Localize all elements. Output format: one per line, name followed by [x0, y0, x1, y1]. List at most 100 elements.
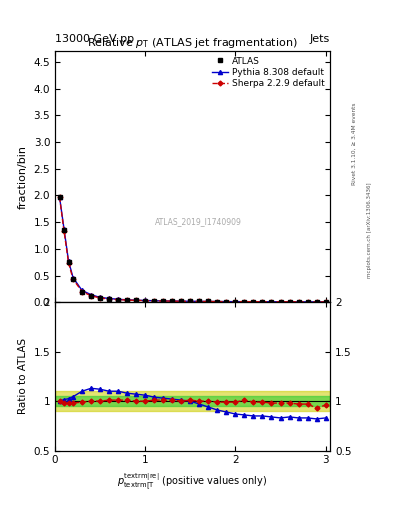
- ATLAS: [161, 298, 165, 304]
- ATLAS: [206, 298, 211, 305]
- Text: Rivet 3.1.10, ≥ 3.4M events: Rivet 3.1.10, ≥ 3.4M events: [352, 102, 357, 185]
- ATLAS: [89, 293, 94, 299]
- Sherpa 2.2.9 default: [143, 297, 148, 304]
- Line: Pythia 8.308 default: Pythia 8.308 default: [57, 195, 328, 304]
- ATLAS: [71, 275, 75, 282]
- Pythia 8.308 default: [215, 298, 220, 305]
- ATLAS: [80, 288, 84, 294]
- Pythia 8.308 default: [188, 298, 193, 304]
- Y-axis label: Ratio to ATLAS: Ratio to ATLAS: [18, 338, 28, 414]
- Pythia 8.308 default: [152, 297, 156, 304]
- Sherpa 2.2.9 default: [242, 298, 247, 305]
- Text: 13000 GeV pp: 13000 GeV pp: [55, 33, 134, 44]
- ATLAS: [215, 298, 220, 305]
- Pythia 8.308 default: [161, 298, 165, 304]
- Sherpa 2.2.9 default: [152, 298, 156, 304]
- Pythia 8.308 default: [107, 295, 112, 302]
- Sherpa 2.2.9 default: [305, 299, 310, 305]
- Pythia 8.308 default: [80, 287, 84, 293]
- ATLAS: [287, 298, 292, 305]
- Bar: [55, 396, 330, 406]
- ATLAS: [197, 298, 202, 305]
- ATLAS: [260, 298, 265, 305]
- ATLAS: [224, 298, 229, 305]
- Pythia 8.308 default: [251, 298, 256, 305]
- Pythia 8.308 default: [57, 194, 62, 200]
- Y-axis label: fraction/bin: fraction/bin: [18, 145, 28, 209]
- Sherpa 2.2.9 default: [233, 298, 238, 305]
- Pythia 8.308 default: [197, 298, 202, 305]
- Legend: ATLAS, Pythia 8.308 default, Sherpa 2.2.9 default: ATLAS, Pythia 8.308 default, Sherpa 2.2.…: [208, 53, 328, 92]
- Sherpa 2.2.9 default: [98, 295, 103, 301]
- ATLAS: [170, 298, 174, 304]
- Sherpa 2.2.9 default: [125, 297, 130, 303]
- Pythia 8.308 default: [278, 298, 283, 305]
- Line: ATLAS: ATLAS: [57, 195, 328, 304]
- Pythia 8.308 default: [323, 299, 328, 305]
- Sherpa 2.2.9 default: [57, 194, 62, 200]
- Pythia 8.308 default: [71, 274, 75, 281]
- Text: mcplots.cern.ch [arXiv:1306.3436]: mcplots.cern.ch [arXiv:1306.3436]: [367, 183, 373, 278]
- Line: Sherpa 2.2.9 default: Sherpa 2.2.9 default: [58, 195, 327, 304]
- Sherpa 2.2.9 default: [206, 298, 211, 305]
- ATLAS: [314, 299, 319, 305]
- Sherpa 2.2.9 default: [215, 298, 220, 305]
- Sherpa 2.2.9 default: [71, 276, 75, 282]
- Sherpa 2.2.9 default: [296, 299, 301, 305]
- Pythia 8.308 default: [296, 299, 301, 305]
- ATLAS: [134, 297, 139, 304]
- Pythia 8.308 default: [116, 296, 121, 303]
- Pythia 8.308 default: [143, 297, 148, 304]
- X-axis label: $p_\mathrm{textrm[T}^\mathrm{textrm|re|}$ (positive values only): $p_\mathrm{textrm[T}^\mathrm{textrm|re|}…: [118, 471, 268, 492]
- Pythia 8.308 default: [233, 298, 238, 305]
- ATLAS: [107, 296, 112, 302]
- Sherpa 2.2.9 default: [323, 299, 328, 305]
- Sherpa 2.2.9 default: [62, 228, 66, 234]
- Pythia 8.308 default: [305, 299, 310, 305]
- Sherpa 2.2.9 default: [161, 298, 165, 304]
- Sherpa 2.2.9 default: [314, 299, 319, 305]
- Pythia 8.308 default: [89, 292, 94, 298]
- Sherpa 2.2.9 default: [170, 298, 174, 304]
- Sherpa 2.2.9 default: [224, 298, 229, 305]
- Pythia 8.308 default: [242, 298, 247, 305]
- ATLAS: [62, 227, 66, 233]
- Pythia 8.308 default: [125, 297, 130, 303]
- ATLAS: [323, 299, 328, 305]
- Text: ATLAS_2019_I1740909: ATLAS_2019_I1740909: [154, 218, 242, 226]
- Pythia 8.308 default: [134, 297, 139, 303]
- Sherpa 2.2.9 default: [89, 293, 94, 299]
- ATLAS: [125, 297, 130, 303]
- Pythia 8.308 default: [66, 258, 71, 264]
- Sherpa 2.2.9 default: [80, 288, 84, 294]
- Pythia 8.308 default: [179, 298, 184, 304]
- Sherpa 2.2.9 default: [134, 297, 139, 304]
- ATLAS: [233, 298, 238, 305]
- Sherpa 2.2.9 default: [107, 296, 112, 302]
- ATLAS: [242, 298, 247, 305]
- Sherpa 2.2.9 default: [287, 298, 292, 305]
- ATLAS: [98, 295, 103, 301]
- Sherpa 2.2.9 default: [269, 298, 274, 305]
- ATLAS: [278, 298, 283, 305]
- ATLAS: [188, 298, 193, 305]
- ATLAS: [152, 298, 156, 304]
- Title: Relative $p_{\mathrm{T}}$ (ATLAS jet fragmentation): Relative $p_{\mathrm{T}}$ (ATLAS jet fra…: [87, 36, 298, 50]
- Sherpa 2.2.9 default: [179, 298, 184, 304]
- Pythia 8.308 default: [206, 298, 211, 305]
- ATLAS: [305, 299, 310, 305]
- Pythia 8.308 default: [224, 298, 229, 305]
- ATLAS: [296, 299, 301, 305]
- Text: Jets: Jets: [310, 33, 330, 44]
- Pythia 8.308 default: [314, 299, 319, 305]
- ATLAS: [116, 296, 121, 303]
- Sherpa 2.2.9 default: [197, 298, 202, 305]
- Sherpa 2.2.9 default: [260, 298, 265, 305]
- Pythia 8.308 default: [260, 298, 265, 305]
- Pythia 8.308 default: [269, 298, 274, 305]
- Pythia 8.308 default: [287, 299, 292, 305]
- ATLAS: [143, 297, 148, 304]
- ATLAS: [269, 298, 274, 305]
- Sherpa 2.2.9 default: [251, 298, 256, 305]
- Bar: [55, 391, 330, 411]
